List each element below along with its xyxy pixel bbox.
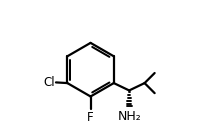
Text: NH₂: NH₂ [117,110,141,123]
Text: Cl: Cl [44,76,55,89]
Text: F: F [87,111,94,124]
